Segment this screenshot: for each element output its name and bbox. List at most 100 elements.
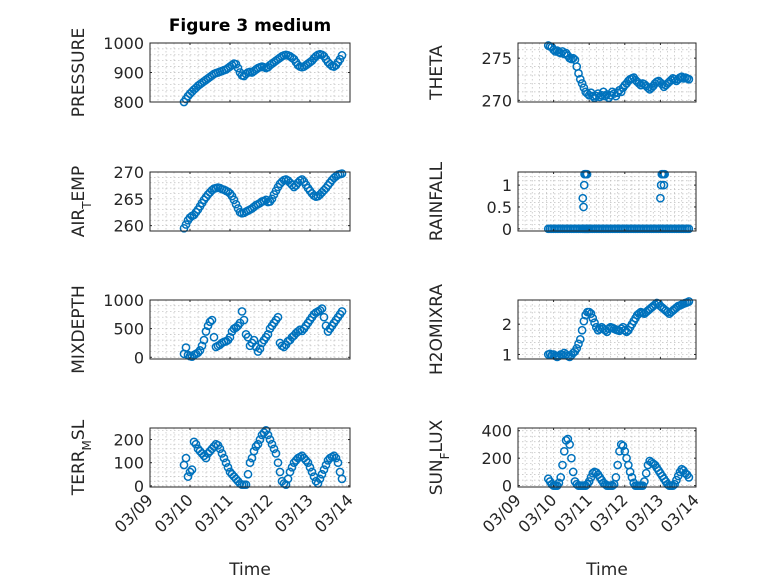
y-axis-label: MIXDEPTH bbox=[69, 285, 89, 374]
data-point bbox=[301, 456, 311, 465]
data-point bbox=[197, 341, 207, 351]
data-point bbox=[321, 460, 331, 470]
y-tick-label: 0 bbox=[134, 348, 144, 367]
data-point bbox=[275, 467, 285, 477]
data-point bbox=[249, 446, 259, 456]
data-point bbox=[590, 318, 599, 328]
data-point bbox=[193, 348, 203, 358]
data-point bbox=[577, 325, 587, 335]
y-tick-label: 400 bbox=[481, 422, 512, 441]
x-tick-label: 03/10 bbox=[514, 490, 560, 536]
data-point bbox=[181, 453, 191, 463]
x-tick-label: 03/13 bbox=[621, 490, 667, 536]
data-point bbox=[261, 425, 271, 435]
data-point bbox=[225, 332, 235, 342]
data-point bbox=[297, 175, 307, 184]
data-point bbox=[563, 434, 573, 444]
data-point bbox=[215, 444, 225, 454]
data-point bbox=[616, 440, 626, 449]
data-point bbox=[565, 440, 574, 449]
data-point bbox=[337, 51, 347, 60]
data-point bbox=[305, 462, 315, 472]
y-tick-label: 200 bbox=[113, 431, 144, 450]
data-point bbox=[577, 79, 587, 88]
data-point bbox=[684, 297, 694, 306]
data-point bbox=[656, 180, 666, 190]
data-point bbox=[554, 478, 564, 488]
data-point bbox=[315, 474, 325, 484]
data-point bbox=[611, 473, 621, 482]
data-point bbox=[223, 462, 233, 472]
x-tick-label: 03/09 bbox=[479, 490, 525, 536]
y-tick-label: 1000 bbox=[103, 34, 144, 53]
data-point bbox=[588, 313, 598, 323]
data-point bbox=[287, 462, 297, 472]
data-point bbox=[574, 68, 583, 78]
y-tick-label: 900 bbox=[113, 64, 144, 83]
y-tick-label: 800 bbox=[113, 93, 144, 112]
data-point bbox=[641, 468, 651, 478]
data-point bbox=[239, 315, 249, 325]
x-tick-label: 03/13 bbox=[271, 490, 317, 536]
panel-theta: 270 275 THETA bbox=[427, 41, 697, 110]
data-point bbox=[574, 339, 583, 349]
data-point bbox=[317, 469, 327, 479]
data-point bbox=[618, 441, 628, 451]
y-axis-label: RAINFALL bbox=[427, 161, 447, 241]
data-point bbox=[607, 481, 617, 490]
data-point bbox=[189, 437, 199, 447]
data-point bbox=[183, 472, 193, 481]
data-point bbox=[595, 324, 605, 334]
data-point bbox=[251, 442, 261, 451]
data-point bbox=[315, 305, 325, 315]
plot-area-air-temp bbox=[150, 172, 350, 231]
data-point bbox=[255, 435, 265, 444]
data-point bbox=[627, 473, 637, 482]
axes-frame-theta bbox=[517, 42, 697, 103]
data-point bbox=[245, 458, 255, 468]
data-point bbox=[568, 53, 578, 63]
axes-frame-terr-msl bbox=[149, 427, 351, 488]
y-axis-label: TERRMSL bbox=[69, 419, 94, 496]
y-axis-label: PRESSURE bbox=[69, 28, 89, 117]
data-point bbox=[659, 180, 669, 190]
data-point bbox=[638, 481, 647, 490]
x-tick-label: 03/10 bbox=[151, 490, 197, 536]
data-point bbox=[337, 169, 347, 178]
x-tick-label: 03/11 bbox=[550, 490, 596, 536]
figure-title: Figure 3 medium bbox=[169, 16, 331, 36]
data-point bbox=[181, 220, 191, 229]
x-tick-label: 03/12 bbox=[231, 490, 277, 536]
axes-frame-h2omixra bbox=[517, 299, 697, 360]
axes-frame-air-temp bbox=[149, 171, 351, 232]
data-point bbox=[558, 460, 567, 470]
data-point bbox=[588, 468, 598, 478]
panel-rainfall: 0 0.5 1 RAINFALL bbox=[427, 161, 697, 241]
data-point bbox=[559, 446, 569, 456]
y-tick-label: 0 bbox=[502, 477, 512, 496]
data-point bbox=[233, 63, 243, 73]
data-point bbox=[271, 449, 281, 458]
axes-frame-sun-flux bbox=[517, 427, 697, 488]
data-point bbox=[255, 344, 265, 354]
x-tick-label: 03/09 bbox=[111, 490, 157, 536]
y-axis-label: AIRTEMP bbox=[69, 166, 94, 237]
data-point bbox=[333, 458, 343, 468]
data-point bbox=[199, 335, 209, 345]
data-point bbox=[650, 300, 660, 309]
data-point bbox=[337, 474, 347, 484]
data-point bbox=[337, 307, 347, 316]
data-point bbox=[241, 480, 251, 490]
data-point bbox=[684, 74, 694, 84]
data-point bbox=[191, 439, 201, 449]
data-point bbox=[237, 307, 247, 316]
data-point bbox=[317, 304, 327, 313]
axes-frame-mixdepth bbox=[149, 299, 351, 360]
data-point bbox=[616, 87, 626, 97]
data-point bbox=[567, 453, 576, 463]
data-point bbox=[187, 465, 197, 474]
y-tick-label: 270 bbox=[481, 91, 512, 110]
y-tick-label: 500 bbox=[113, 320, 144, 339]
